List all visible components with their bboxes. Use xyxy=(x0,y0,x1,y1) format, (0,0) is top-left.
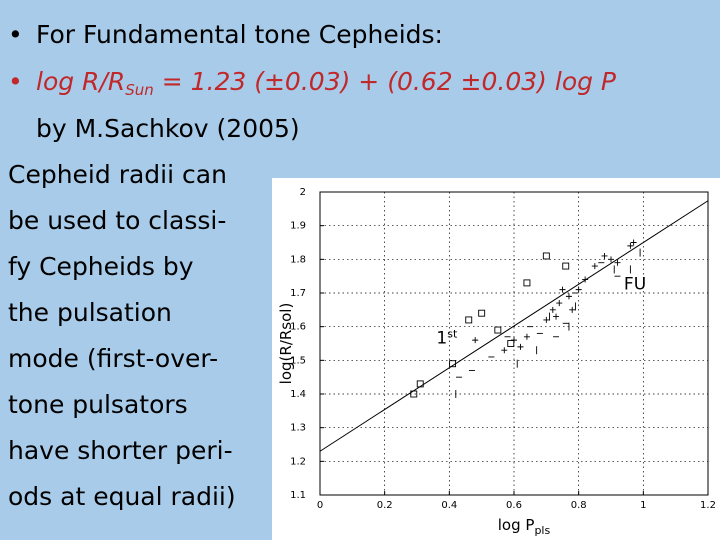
plus-point xyxy=(582,276,589,283)
square-point xyxy=(494,326,502,334)
y-tick-label: 1.6 xyxy=(290,322,306,333)
chart-svg: 0 0.2 0.4 0.6 0.8 1 1.2 1.1 1.2 1.3 1.4 1.5 1.6 1.7 1.… xyxy=(277,187,716,537)
formula-subscript: Sun xyxy=(125,81,154,99)
body-line: the pulsation xyxy=(8,298,172,327)
y-tick-label: 1.7 xyxy=(290,288,306,299)
bullet-marker: • xyxy=(8,67,23,96)
y-tick-label: 1.8 xyxy=(290,254,306,265)
radius-period-chart: 0 0.2 0.4 0.6 0.8 1 1.2 1.1 1.2 1.3 1.4 1.5 1.6 1.7 1.… xyxy=(272,178,720,540)
x-tick-label: 0.6 xyxy=(506,500,522,511)
plus-point xyxy=(559,286,566,293)
square-point xyxy=(449,360,457,368)
x-tick-label: 1 xyxy=(640,500,646,511)
plus-point xyxy=(608,256,614,263)
y-tick-label: 1.5 xyxy=(290,355,306,366)
plus-point xyxy=(565,293,572,300)
square-point xyxy=(523,279,531,287)
y-tick-label: 1.1 xyxy=(290,490,306,501)
plus-point xyxy=(601,252,608,259)
plus-point xyxy=(569,306,576,313)
y-tick-label: 1.9 xyxy=(290,221,306,232)
square-point xyxy=(416,380,424,388)
chart-annotation: 1st xyxy=(436,328,458,349)
y-tick-label: 1.3 xyxy=(290,423,306,434)
attribution: by M.Sachkov (2005) xyxy=(36,114,300,143)
plus-point xyxy=(549,306,556,313)
body-line: fy Cepheids by xyxy=(8,252,194,281)
y-axis-label: log(R/Rsol) xyxy=(277,303,295,385)
chart-annotation: FU xyxy=(624,275,646,295)
y-tick-label: 1.2 xyxy=(290,456,306,467)
plus-point xyxy=(553,313,560,320)
bullet-fundamental-text: For Fundamental tone Cepheids: xyxy=(36,20,443,49)
bullet-fundamental: • For Fundamental tone Cepheids: xyxy=(8,20,443,50)
x-tick-label: 0.2 xyxy=(377,500,393,511)
plus-point xyxy=(543,316,550,323)
chart-annotation-superscript: st xyxy=(447,328,458,341)
body-line: be used to classi- xyxy=(8,206,227,235)
plus-point xyxy=(501,347,508,354)
plus-point xyxy=(575,286,582,293)
formula-main: log R/R xyxy=(36,67,126,96)
plus-point xyxy=(627,242,634,249)
x-axis-label: log Ppls xyxy=(498,516,551,537)
plus-point xyxy=(630,239,637,246)
x-tick-label: 0.8 xyxy=(571,500,587,511)
square-point xyxy=(562,262,570,270)
x-tick-label: 1.2 xyxy=(700,500,716,511)
formula-rest: = 1.23 (±0.03) + (0.62 ±0.03) log P xyxy=(153,67,617,96)
square-point xyxy=(542,252,550,260)
plus-point xyxy=(472,337,479,344)
formula-line: • log R/RSun = 1.23 (±0.03) + (0.62 ±0.03… xyxy=(8,67,616,105)
y-tick-label: 1.4 xyxy=(290,389,306,400)
y-tick-label: 2 xyxy=(300,187,306,198)
square-point xyxy=(478,309,486,317)
plus-point xyxy=(614,259,621,266)
plus-point xyxy=(523,333,530,340)
x-tick-label: 0.4 xyxy=(441,500,457,511)
plus-point xyxy=(556,300,563,307)
plus-point xyxy=(591,263,598,270)
x-axis-label-subscript: pls xyxy=(534,524,550,537)
body-line: ods at equal radii) xyxy=(8,482,236,511)
x-tick-label: 0 xyxy=(317,500,323,511)
square-point xyxy=(507,340,515,347)
square-point xyxy=(410,390,418,398)
bullet-marker: • xyxy=(8,20,23,49)
square-point xyxy=(465,316,473,324)
body-line: have shorter peri- xyxy=(8,436,233,465)
fit-line xyxy=(319,200,709,452)
plus-point xyxy=(511,337,517,344)
plus-point xyxy=(517,343,524,350)
body-line: Cepheid radii can xyxy=(8,160,227,189)
body-line: tone pulsators xyxy=(8,390,188,419)
body-line: mode (first-over- xyxy=(8,344,219,373)
